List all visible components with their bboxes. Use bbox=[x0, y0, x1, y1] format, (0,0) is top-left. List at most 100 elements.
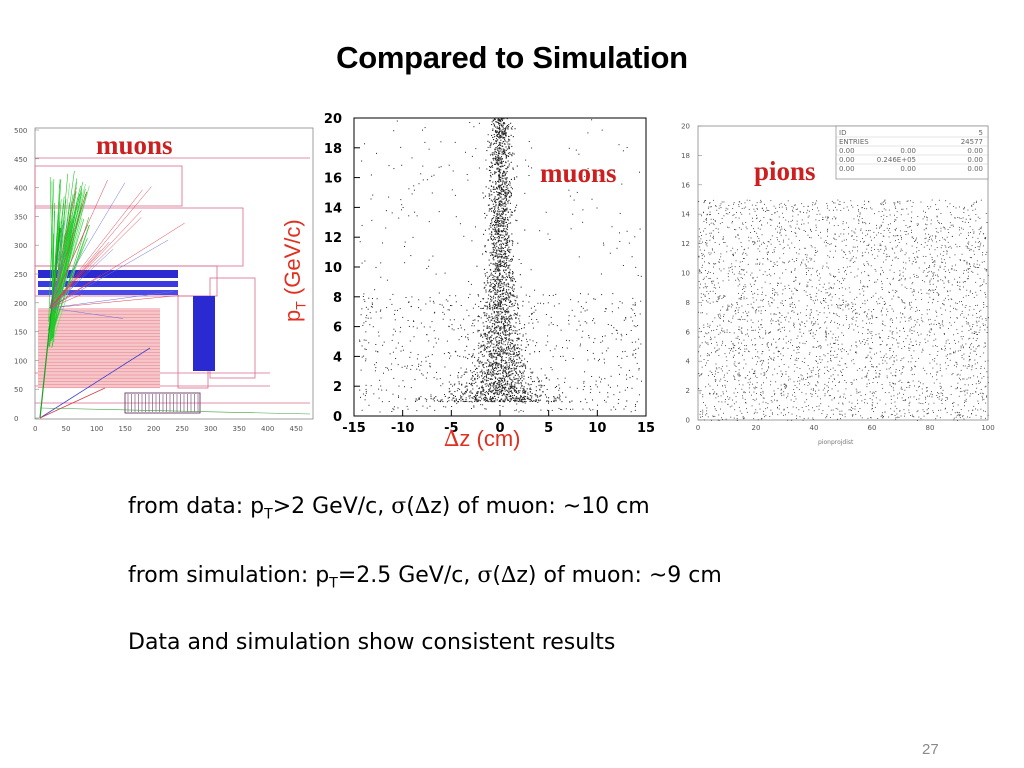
event-y-tick-label: 400 bbox=[14, 185, 27, 193]
summary-line-data: from data: pT>2 GeV/c, σ(∆z) of muon: ~1… bbox=[128, 494, 650, 522]
y-axis-label: pT (GeV/c) bbox=[280, 219, 308, 322]
line1-part: ( bbox=[406, 494, 415, 519]
line1-sub: T bbox=[264, 506, 273, 523]
event-y-tick-label: 450 bbox=[14, 156, 27, 164]
event-y-tick-label: 50 bbox=[14, 386, 23, 394]
event-y-tick-label: 150 bbox=[14, 329, 27, 337]
muon-y-tick-label: 18 bbox=[324, 142, 342, 157]
event-y-tick-label: 250 bbox=[14, 271, 27, 279]
stats-cell: 0.246E+05 bbox=[877, 156, 916, 164]
event-x-tick-label: 300 bbox=[204, 425, 217, 433]
muon-y-tick-label: 16 bbox=[324, 172, 342, 187]
page-number: 27 bbox=[922, 741, 939, 758]
pion-x-tick-label: 60 bbox=[868, 424, 877, 432]
stats-cell: 0.00 bbox=[839, 147, 855, 155]
pion-y-tick-label: 6 bbox=[686, 328, 691, 336]
event-display-muons-label: muons bbox=[96, 130, 173, 160]
event-y-tick-label: 500 bbox=[14, 127, 27, 135]
sigma-symbol: σ bbox=[391, 494, 407, 519]
x-axis-label: ∆z (cm) bbox=[444, 426, 520, 452]
calorimeter-block bbox=[38, 290, 178, 295]
y-axis-label-unit: (GeV/c) bbox=[280, 219, 305, 302]
pion-x-axis-label: pionprojdist bbox=[818, 439, 854, 446]
pion-plot-label: pions bbox=[754, 156, 816, 186]
line2-part: z) of muon: ~9 cm bbox=[516, 563, 722, 588]
slide-title: Compared to Simulation bbox=[336, 40, 688, 75]
stats-cell: 0.00 bbox=[967, 165, 983, 173]
pion-x-tick-label: 0 bbox=[696, 424, 700, 432]
stats-cell: 0.00 bbox=[839, 165, 855, 173]
calorimeter-block bbox=[38, 270, 178, 278]
pion-x-tick-label: 20 bbox=[752, 424, 761, 432]
summary-line-simulation: from simulation: pT=2.5 GeV/c, σ(∆z) of … bbox=[128, 563, 722, 591]
event-x-tick-label: 350 bbox=[233, 425, 246, 433]
pion-x-tick-label: 100 bbox=[981, 424, 994, 432]
stats-cell: 5 bbox=[979, 129, 983, 137]
event-x-tick-label: 200 bbox=[147, 425, 160, 433]
event-x-tick-label: 100 bbox=[90, 425, 103, 433]
muon-y-tick-label: 4 bbox=[333, 350, 342, 365]
delta-symbol: ∆ bbox=[414, 494, 431, 519]
muon-scatter-figure: 0 2 4 6 8 10 12 14 16 18 20 -15 -10 -5 0 5 10 15 muons p… bbox=[280, 104, 655, 484]
event-y-tick-label: 100 bbox=[14, 357, 27, 365]
y-axis-label-sub: T bbox=[292, 301, 309, 310]
pion-y-tick-label: 4 bbox=[686, 358, 691, 366]
muon-x-tick-label: 15 bbox=[637, 421, 654, 436]
event-display-figure: 500 450 400 350 300 250 200 150 100 50 0 0 50 100 150 2… bbox=[10, 118, 316, 436]
pion-x-tick-label: 40 bbox=[810, 424, 819, 432]
particle-tracks bbox=[39, 170, 311, 419]
sigma-symbol: σ bbox=[477, 563, 493, 588]
pion-y-tick-label: 2 bbox=[686, 387, 690, 395]
summary-line-conclusion: Data and simulation show consistent resu… bbox=[128, 630, 616, 655]
delta-symbol: ∆ bbox=[500, 563, 517, 588]
stats-cell: 24577 bbox=[961, 138, 983, 146]
event-x-tick-label: 400 bbox=[261, 425, 274, 433]
line2-part: from simulation: p bbox=[128, 563, 330, 588]
muon-scatter-svg: 0 2 4 6 8 10 12 14 16 18 20 -15 -10 -5 0 5 10 15 bbox=[324, 112, 655, 436]
muon-y-tick-label: 8 bbox=[333, 291, 342, 306]
pion-y-tick-label: 0 bbox=[686, 417, 690, 425]
muon-x-tick-label: 5 bbox=[544, 421, 553, 436]
x-axis-label-unit: z (cm) bbox=[459, 426, 521, 451]
stats-cell: 0.00 bbox=[967, 156, 983, 164]
event-x-tick-label: 0 bbox=[33, 425, 37, 433]
pion-y-tick-label: 8 bbox=[686, 299, 690, 307]
pion-data-points bbox=[698, 199, 989, 421]
muon-y-tick-label: 14 bbox=[324, 201, 342, 216]
line1-part: from data: p bbox=[128, 494, 265, 519]
pion-y-tick-label: 16 bbox=[681, 181, 690, 189]
muon-plot-label: muons bbox=[540, 158, 617, 188]
event-x-tick-label: 50 bbox=[62, 425, 71, 433]
pion-x-tick-label: 80 bbox=[926, 424, 935, 432]
line2-part: ( bbox=[492, 563, 501, 588]
muon-x-tick-label: -10 bbox=[391, 421, 415, 436]
muon-x-tick-label: 0 bbox=[495, 421, 504, 436]
muon-y-tick-label: 20 bbox=[324, 112, 342, 127]
event-x-tick-label: 150 bbox=[119, 425, 132, 433]
event-y-tick-label: 300 bbox=[14, 242, 27, 250]
muon-data-points bbox=[359, 118, 642, 413]
stats-cell: ID bbox=[839, 129, 846, 137]
x-axis-label-delta: ∆ bbox=[444, 427, 460, 452]
line2-part: =2.5 GeV/c, bbox=[337, 563, 478, 588]
pion-y-tick-label: 14 bbox=[681, 211, 690, 219]
muon-y-tick-label: 12 bbox=[324, 231, 342, 246]
pion-y-tick-label: 20 bbox=[681, 123, 690, 131]
muon-x-tick-label: -15 bbox=[342, 421, 366, 436]
pion-y-tick-label: 12 bbox=[681, 240, 690, 248]
line1-part: z) of muon: ~10 cm bbox=[430, 494, 650, 519]
pion-scatter-figure: ID 5 ENTRIES 24577 0.00 0.00 0.00 0.00 0.246E+05… bbox=[676, 116, 996, 461]
pion-y-tick-label: 18 bbox=[681, 152, 690, 160]
muon-chamber bbox=[38, 308, 160, 388]
event-x-tick-label: 450 bbox=[290, 425, 303, 433]
event-x-tick-label: 250 bbox=[176, 425, 189, 433]
stats-cell: 0.00 bbox=[967, 147, 983, 155]
y-axis-label-p: p bbox=[280, 309, 305, 322]
muon-x-tick-label: -5 bbox=[444, 421, 458, 436]
pion-y-tick-label: 10 bbox=[681, 270, 690, 278]
muon-y-tick-label: 0 bbox=[333, 410, 342, 425]
muon-y-tick-label: 10 bbox=[324, 261, 342, 276]
